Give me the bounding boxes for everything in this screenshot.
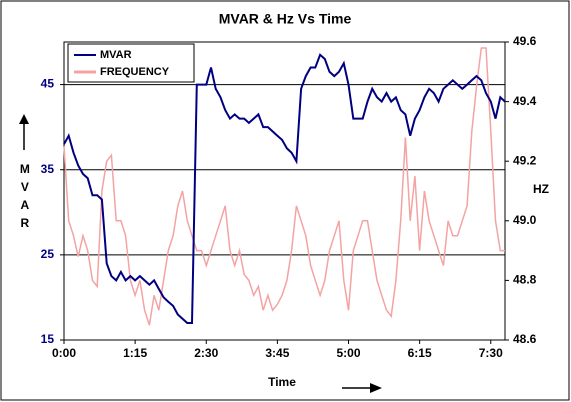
y2-tick-label: 49.2: [513, 153, 537, 167]
data-line: [63, 47, 505, 326]
y-tick-label: 35: [41, 162, 55, 176]
y2-tick-label: 49.6: [513, 34, 537, 48]
y-tick-label: 15: [41, 332, 55, 346]
y2-tick-label: 48.8: [513, 273, 537, 287]
legend-label: FREQUENCY: [100, 66, 170, 78]
data-line: [63, 53, 506, 324]
y-arrow-head: [19, 114, 29, 124]
x-tick-label: 1:15: [123, 346, 147, 360]
x-tick-label: 2:30: [194, 346, 218, 360]
x-tick-label: 6:15: [408, 346, 432, 360]
x-axis-label: Time: [268, 375, 296, 389]
x-tick-label: 5:00: [337, 346, 361, 360]
y2-tick-label: 49.4: [513, 94, 537, 108]
x-tick-label: 7:30: [479, 346, 503, 360]
y-tick-label: 45: [41, 77, 55, 91]
y2-tick-label: 49.0: [513, 213, 537, 227]
chart-title: MVAR & Hz Vs Time: [219, 11, 352, 27]
x-tick-label: 3:45: [265, 346, 289, 360]
y-axis-label: MVAR: [18, 162, 32, 234]
y-tick-label: 25: [41, 247, 55, 261]
x-tick-label: 0:00: [52, 346, 76, 360]
y2-tick-label: 48.6: [513, 332, 537, 346]
legend-label: MVAR: [100, 49, 132, 61]
x-arrow-head: [370, 383, 382, 393]
legend-box: [67, 43, 195, 83]
y2-axis-label: HZ: [533, 182, 549, 196]
plot-area: [63, 41, 506, 341]
